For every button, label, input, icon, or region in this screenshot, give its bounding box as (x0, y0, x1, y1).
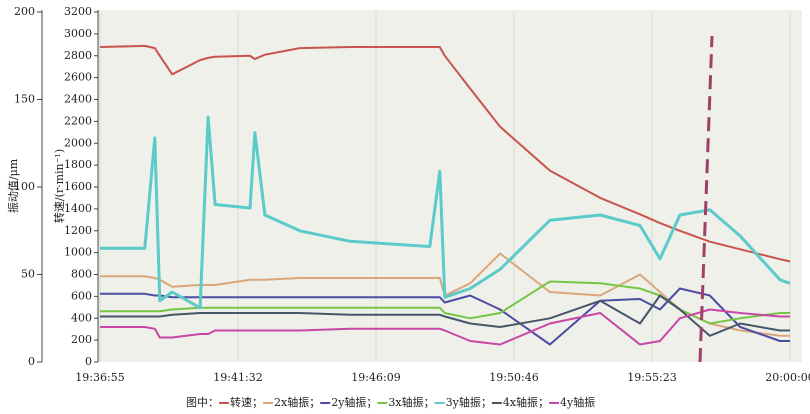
plot (99, 12, 791, 362)
legend-label: 4y轴振 (560, 395, 595, 409)
x-tick-label: 19:55:23 (627, 371, 676, 384)
marker-line (698, 35, 714, 363)
legend-separator: ； (366, 396, 377, 409)
legend-label: 3x轴振 (388, 395, 423, 409)
x-tick-label: 19:46:09 (351, 371, 400, 384)
legend-separator: ； (309, 396, 320, 409)
x-tick-label: 19:50:46 (489, 371, 538, 384)
legend-separator: ； (252, 396, 263, 409)
legend-separator: ； (538, 396, 549, 409)
x-tick-label: 19:36:55 (75, 371, 124, 384)
y-tick-label: 0 (28, 355, 35, 368)
series-line (100, 115, 791, 310)
y2-tick-label: 1400 (64, 202, 92, 215)
y2-tick-label: 800 (71, 268, 92, 281)
legend-label: 2y轴振 (331, 395, 366, 409)
y-tick-label: 100 (14, 180, 35, 193)
y2-tick-label: 1200 (64, 224, 92, 237)
y2-tick-label: 3200 (64, 5, 92, 18)
y2-axis-title: 转速/(r·min⁻¹) (52, 149, 66, 223)
y2-tick-label: 1800 (64, 158, 92, 171)
y2-tick-label: 1600 (64, 180, 92, 193)
legend-separator: ； (424, 396, 435, 409)
legend-separator: ； (481, 396, 492, 409)
legend-label: 2x轴振 (274, 395, 309, 409)
legend-label: 3y轴振 (446, 395, 481, 409)
y2-tick-label: 400 (71, 311, 92, 324)
y2-tick-label: 2000 (64, 136, 92, 149)
y2-tick-label: 1000 (64, 246, 92, 259)
x-tick-label: 20:00:00 (765, 371, 810, 384)
y2-tick-label: 2200 (64, 114, 92, 127)
y2-tick-label: 600 (71, 289, 92, 302)
legend-title: 图中： (186, 396, 219, 409)
y-tick-label: 150 (14, 93, 35, 106)
legend: 图中： 转速； 2x轴振； 2y轴振； 3x轴振； 3y轴振； 4x轴振； 4y轴振 (186, 395, 595, 409)
y-axis-title: 振动值/μm (6, 158, 20, 213)
y2-tick-label: 3000 (64, 27, 92, 40)
x-tick-label: 19:41:32 (213, 371, 262, 384)
series-line (100, 294, 790, 337)
y-tick-label: 200 (14, 5, 35, 18)
y2-tick-label: 2400 (64, 93, 92, 106)
y2-tick-label: 2800 (64, 49, 92, 62)
y2-tick-label: 200 (71, 333, 92, 346)
legend-label: 4x轴振 (503, 395, 538, 409)
plot-background (98, 10, 802, 362)
legend-label: 转速 (230, 395, 252, 409)
series-line (100, 308, 790, 346)
y2-tick-label: 2600 (64, 71, 92, 84)
y-tick-label: 50 (21, 268, 35, 281)
y2-tick-label: 0 (85, 355, 92, 368)
